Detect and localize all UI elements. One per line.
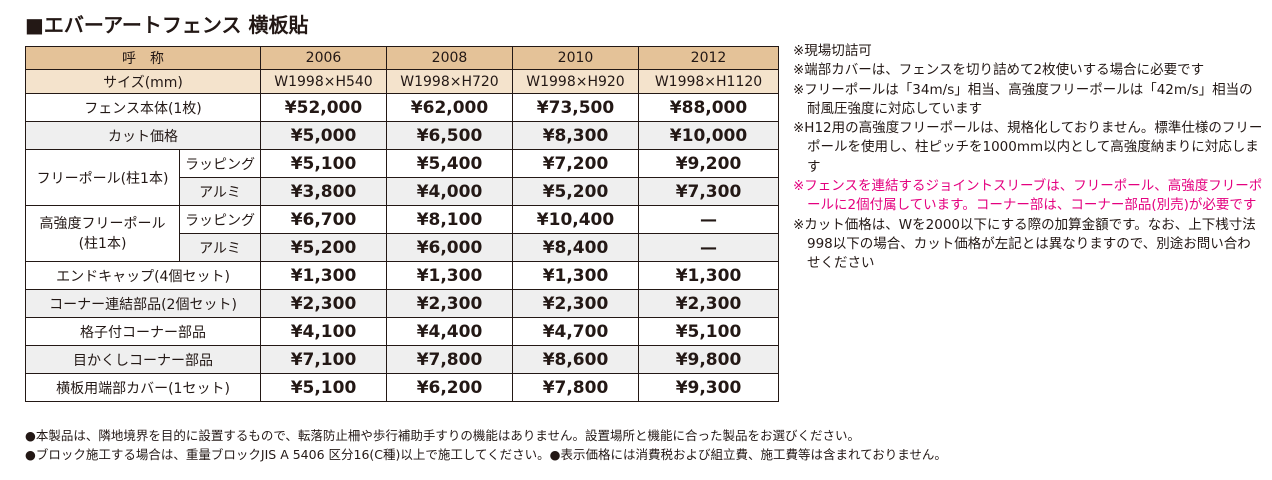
price-cell: ¥1,300 — [512, 261, 639, 290]
price-cell: ¥2,300 — [638, 289, 779, 318]
row-label: 目かくしコーナー部品 — [25, 345, 261, 374]
page-title: ■エバーアートフェンス 横板貼 — [25, 13, 309, 37]
price-cell: ¥4,000 — [386, 177, 513, 206]
price-cell: — — [638, 233, 779, 262]
note-item: ※フリーポールは「34m/s」相当、高強度フリーポールは「42m/s」相当の耐風… — [793, 81, 1253, 117]
price-cell: ¥5,100 — [260, 373, 387, 402]
note-item: ※カット価格は、Wを2000以下にする際の加算金額です。なお、上下桟寸法998以… — [793, 216, 1256, 272]
row-label-group: 高強度フリーポール (柱1本) — [25, 205, 180, 262]
price-cell: ¥5,100 — [638, 317, 779, 346]
price-cell: ¥3,800 — [260, 177, 387, 206]
notes-list: ※現場切詰可 ※端部カバーは、フェンスを切り詰めて2枚使いする場合に必要です ※… — [793, 42, 1263, 274]
price-cell: ¥52,000 — [260, 93, 387, 122]
table-row: 格子付コーナー部品 ¥4,100 ¥4,400 ¥4,700 ¥5,100 — [25, 317, 779, 346]
price-cell: ¥6,500 — [386, 121, 513, 150]
size-row: サイズ(mm) W1998×H540 W1998×H720 W1998×H920… — [25, 69, 779, 94]
price-cell: ¥1,300 — [260, 261, 387, 290]
price-cell: ¥8,100 — [386, 205, 513, 234]
price-cell: ¥5,200 — [260, 233, 387, 262]
row-label: エンドキャップ(4個セット) — [25, 261, 261, 290]
note-item-highlight: ※フェンスを連結するジョイントスリーブは、フリーポール、高強度フリーポールに2個… — [793, 178, 1263, 214]
footer-notes: ●本製品は、隣地境界を目的に設置するもので、転落防止柵や歩行補助手すりの機能はあ… — [25, 426, 947, 464]
price-cell: ¥10,000 — [638, 121, 779, 150]
price-cell: ¥7,800 — [512, 373, 639, 402]
row-label: カット価格 — [25, 121, 261, 150]
table-row: エンドキャップ(4個セット) ¥1,300 ¥1,300 ¥1,300 ¥1,3… — [25, 261, 779, 290]
price-cell: ¥5,400 — [386, 149, 513, 178]
price-cell: ¥6,200 — [386, 373, 513, 402]
table-row: フェンス本体(1枚) ¥52,000 ¥62,000 ¥73,500 ¥88,0… — [25, 93, 779, 122]
price-cell: ¥73,500 — [512, 93, 639, 122]
table-row: 高強度フリーポール (柱1本) ラッピング ¥6,700 ¥8,100 ¥10,… — [25, 205, 779, 262]
size-2010: W1998×H920 — [512, 69, 639, 94]
note-item: ※端部カバーは、フェンスを切り詰めて2枚使いする場合に必要です — [793, 62, 1205, 79]
size-2006: W1998×H540 — [260, 69, 387, 94]
price-cell: ¥4,400 — [386, 317, 513, 346]
row-sublabel: アルミ — [179, 233, 261, 262]
price-cell: ¥1,300 — [386, 261, 513, 290]
price-cell: ¥1,300 — [638, 261, 779, 290]
price-cell: ¥8,400 — [512, 233, 639, 262]
table-row: アルミ ¥3,800 ¥4,000 ¥5,200 ¥7,300 — [26, 177, 779, 206]
table-row: 目かくしコーナー部品 ¥7,100 ¥7,800 ¥8,600 ¥9,800 — [25, 345, 779, 374]
row-label: フェンス本体(1枚) — [25, 93, 261, 122]
model-2006: 2006 — [260, 46, 387, 70]
price-cell: ¥6,000 — [386, 233, 513, 262]
price-table: 呼 称 2006 2008 2010 2012 サイズ(mm) W1998×H5… — [25, 46, 779, 402]
price-cell: ¥9,200 — [638, 149, 779, 178]
row-label: 高強度フリーポール — [39, 215, 166, 232]
price-cell: ¥7,200 — [512, 149, 639, 178]
price-cell: ¥9,300 — [638, 373, 779, 402]
price-cell: ¥4,700 — [512, 317, 639, 346]
size-label: サイズ(mm) — [25, 69, 261, 94]
price-cell: ¥8,600 — [512, 345, 639, 374]
price-cell: ¥5,000 — [260, 121, 387, 150]
note-item: ※現場切詰可 — [793, 43, 872, 59]
note-item: ※H12用の高強度フリーポールは、規格化しておりません。標準仕様のフリーポールを… — [793, 120, 1263, 175]
price-cell: ¥5,100 — [260, 149, 387, 178]
price-cell: ¥6,700 — [260, 205, 387, 234]
table-row: カット価格 ¥5,000 ¥6,500 ¥8,300 ¥10,000 — [25, 121, 779, 150]
size-2008: W1998×H720 — [386, 69, 513, 94]
price-cell: ¥10,400 — [512, 205, 639, 234]
price-cell: ¥7,100 — [260, 345, 387, 374]
price-cell: ¥88,000 — [638, 93, 779, 122]
row-sublabel: アルミ — [179, 177, 261, 206]
price-cell: ¥9,800 — [638, 345, 779, 374]
price-cell: ¥8,300 — [512, 121, 639, 150]
row-sublabel: ラッピング — [179, 149, 261, 178]
price-cell: ¥2,300 — [512, 289, 639, 318]
row-label: コーナー連結部品(2個セット) — [25, 289, 261, 318]
price-cell: — — [638, 205, 779, 234]
price-cell: ¥2,300 — [386, 289, 513, 318]
price-cell: ¥5,200 — [512, 177, 639, 206]
table-row: フリーポール(柱1本) ラッピング ¥5,100 ¥5,400 ¥7,200 ¥… — [25, 149, 779, 206]
table-row: アルミ ¥5,200 ¥6,000 ¥8,400 — — [26, 233, 779, 262]
model-2010: 2010 — [512, 46, 639, 70]
row-label: 横板用端部カバー(1セット) — [25, 373, 261, 402]
model-2008: 2008 — [386, 46, 513, 70]
table-row: 横板用端部カバー(1セット) ¥5,100 ¥6,200 ¥7,800 ¥9,3… — [25, 373, 779, 402]
row-label-line2: (柱1本) — [78, 235, 127, 252]
header-row: 呼 称 2006 2008 2010 2012 — [25, 46, 779, 70]
footer-line: ●ブロック施工する場合は、重量ブロックJIS A 5406 区分16(C種)以上… — [25, 447, 947, 462]
row-label: 格子付コーナー部品 — [25, 317, 261, 346]
table-row: コーナー連結部品(2個セット) ¥2,300 ¥2,300 ¥2,300 ¥2,… — [25, 289, 779, 318]
price-cell: ¥62,000 — [386, 93, 513, 122]
price-cell: ¥7,300 — [638, 177, 779, 206]
price-cell: ¥4,100 — [260, 317, 387, 346]
price-cell: ¥7,800 — [386, 345, 513, 374]
footer-line: ●本製品は、隣地境界を目的に設置するもので、転落防止柵や歩行補助手すりの機能はあ… — [25, 428, 861, 443]
row-sublabel: ラッピング — [179, 205, 261, 234]
price-cell: ¥2,300 — [260, 289, 387, 318]
model-2012: 2012 — [638, 46, 779, 70]
header-label: 呼 称 — [25, 46, 261, 70]
size-2012: W1998×H1120 — [638, 69, 779, 94]
row-label: フリーポール(柱1本) — [25, 149, 180, 206]
